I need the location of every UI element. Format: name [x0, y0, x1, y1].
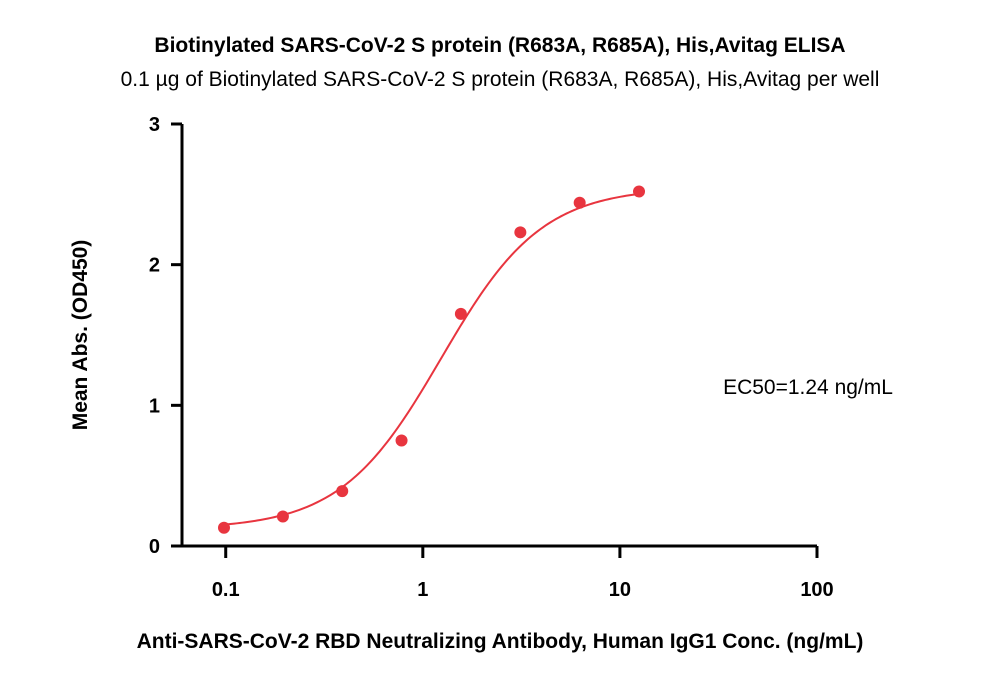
x-tick-label: 10 — [609, 579, 631, 601]
x-tick-label: 100 — [800, 579, 833, 601]
ec50-annotation: EC50=1.24 ng/mL — [723, 376, 893, 399]
data-points — [217, 185, 646, 534]
chart-subtitle: 0.1 µg of Biotinylated SARS-CoV-2 S prot… — [120, 68, 880, 91]
y-tick-label: 2 — [149, 255, 160, 277]
data-point — [454, 307, 467, 320]
y-axis-ticks: 0 1 2 3 — [149, 114, 182, 558]
x-axis-label: Anti-SARS-CoV-2 RBD Neutralizing Antibod… — [136, 630, 864, 653]
data-point — [336, 485, 349, 498]
y-axis-label: Mean Abs. (OD450) — [69, 240, 92, 431]
y-tick-label: 1 — [149, 395, 160, 417]
data-point — [514, 226, 527, 239]
data-point — [276, 510, 289, 523]
chart-title: Biotinylated SARS-CoV-2 S protein (R683A… — [154, 34, 846, 57]
y-tick-label: 3 — [149, 114, 160, 136]
data-point — [573, 196, 586, 209]
data-point — [395, 434, 408, 447]
y-tick-label: 0 — [149, 536, 160, 558]
data-point — [217, 521, 230, 534]
x-tick-label: 0.1 — [212, 579, 240, 601]
axes — [180, 124, 817, 548]
data-point — [633, 185, 646, 198]
x-tick-label: 1 — [417, 579, 428, 601]
x-axis-ticks: 0.1 1 10 100 — [212, 546, 834, 601]
fit-curve — [223, 192, 640, 526]
